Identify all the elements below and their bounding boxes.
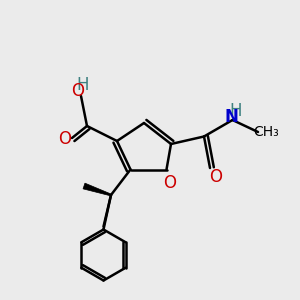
Text: CH₃: CH₃ bbox=[254, 125, 279, 139]
Text: O: O bbox=[209, 168, 223, 186]
Polygon shape bbox=[83, 183, 111, 196]
Text: H: H bbox=[230, 102, 242, 120]
Text: N: N bbox=[224, 108, 238, 126]
Text: O: O bbox=[163, 174, 176, 192]
Text: O: O bbox=[58, 130, 71, 148]
Text: O: O bbox=[71, 82, 85, 100]
Text: H: H bbox=[76, 76, 89, 94]
